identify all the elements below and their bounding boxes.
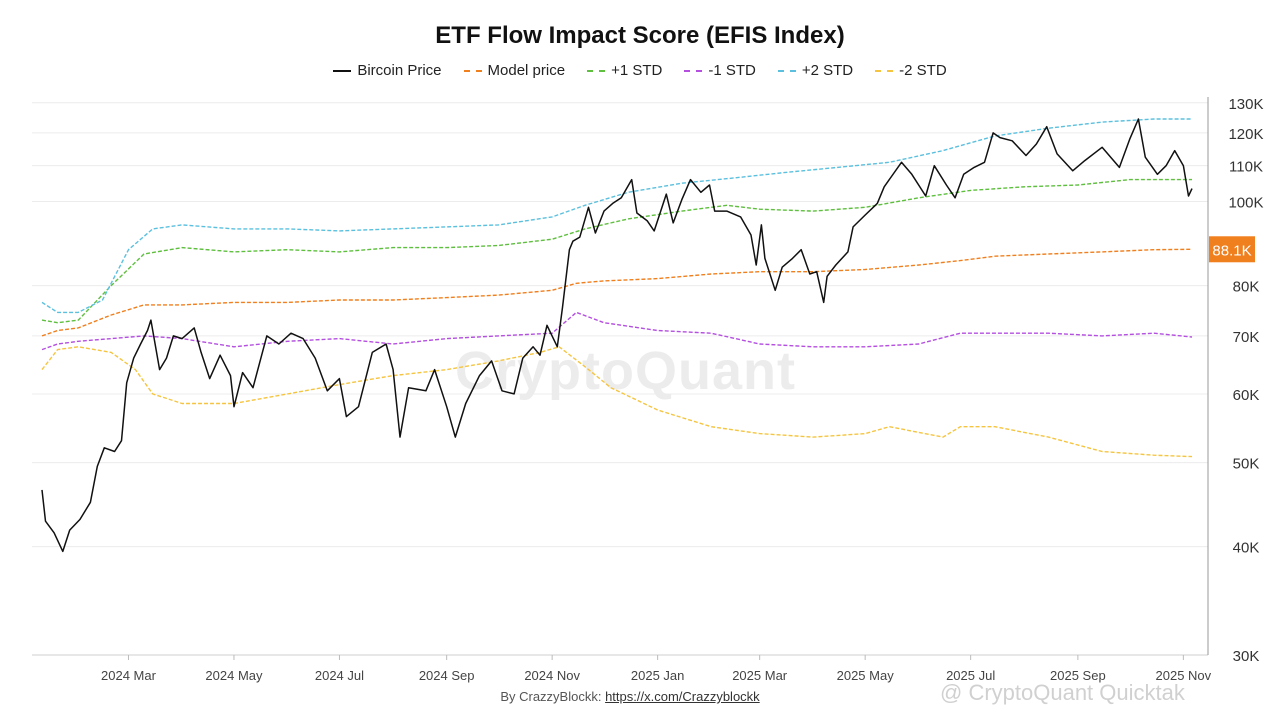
legend-item[interactable]: Bircoin Price: [333, 62, 442, 79]
watermark-bottom: @ CryptoQuant Quicktak: [940, 680, 1185, 705]
series-line--1-std: [41, 311, 1193, 351]
legend-item[interactable]: +1 STD: [587, 62, 662, 79]
x-tick-label: 2024 Sep: [419, 668, 475, 683]
y-tick-label: 130K: [1228, 96, 1263, 113]
x-tick-label: 2024 Mar: [101, 668, 157, 683]
legend-swatch: [875, 69, 894, 72]
footer-credit: By CrazzyBlockk:: [500, 689, 602, 704]
legend-item[interactable]: -1 STD: [684, 62, 756, 79]
footer: By CrazzyBlockk: https://x.com/Crazzyblo…: [0, 689, 1260, 704]
legend-swatch: [463, 69, 482, 72]
y-tick-label: 100K: [1228, 195, 1263, 212]
series-line--1-std: [41, 178, 1192, 324]
legend-item[interactable]: Model price: [463, 62, 566, 79]
x-tick-label: 2025 Nov: [1156, 668, 1212, 683]
series-line--2-std: [41, 346, 1193, 458]
legend-label: +1 STD: [611, 62, 663, 79]
y-tick-label: 40K: [1233, 540, 1260, 557]
y-tick-label: 50K: [1233, 456, 1260, 473]
x-tick-label: 2025 Jan: [631, 668, 685, 683]
legend-swatch: [777, 69, 796, 72]
series-line--2-std: [41, 118, 1192, 314]
legend-swatch: [684, 69, 703, 72]
legend-label: -2 STD: [899, 62, 947, 79]
legend-swatch: [587, 69, 606, 72]
legend-item[interactable]: -2 STD: [875, 62, 947, 79]
x-tick-label: 2025 Mar: [732, 668, 788, 683]
y-tick-label: 80K: [1233, 279, 1260, 296]
series-line-bircoin-price: [41, 118, 1193, 553]
x-tick-label: 2025 May: [837, 668, 895, 683]
last-value-label: 88.1K: [1212, 242, 1251, 259]
y-tick-label: 70K: [1233, 329, 1260, 346]
x-tick-label: 2025 Jul: [946, 668, 995, 683]
y-tick-label: 120K: [1228, 126, 1263, 143]
legend-swatch: [333, 69, 352, 72]
legend-label: Bircoin Price: [357, 62, 442, 79]
x-tick-label: 2024 May: [205, 668, 263, 683]
last-value-box: [1209, 236, 1255, 263]
legend-label: Model price: [487, 62, 566, 79]
y-tick-label: 30K: [1233, 648, 1260, 665]
legend-item[interactable]: +2 STD: [777, 62, 854, 79]
y-tick-label: 60K: [1233, 387, 1260, 404]
chart-title: ETF Flow Impact Score (EFIS Index): [435, 22, 845, 49]
series-line-model-price: [41, 248, 1193, 337]
x-tick-label: 2024 Nov: [524, 668, 580, 683]
legend-label: -1 STD: [708, 62, 756, 79]
x-tick-label: 2025 Sep: [1050, 668, 1106, 683]
footer-link[interactable]: https://x.com/Crazzyblockk: [605, 689, 760, 704]
x-tick-label: 2024 Jul: [315, 668, 364, 683]
y-tick-label: 110K: [1229, 159, 1263, 176]
legend-label: +2 STD: [801, 62, 854, 79]
watermark-center: CryptoQuant: [455, 341, 796, 401]
legend: Bircoin Price Model price +1 STD -1 STD +2 S…: [0, 62, 1280, 79]
